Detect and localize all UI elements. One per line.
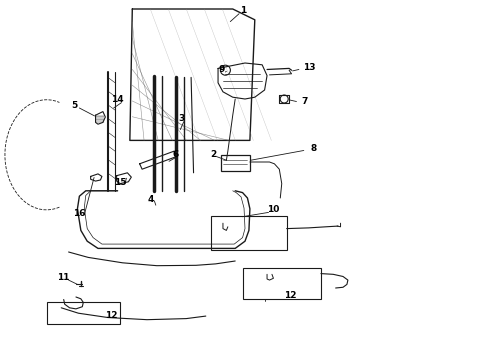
Text: 13: 13 [303,63,316,72]
Text: 6: 6 [172,150,178,158]
Text: 2: 2 [210,150,216,158]
Bar [220,155,250,171]
Text: 12: 12 [284,292,296,300]
Text: 9: 9 [218,65,225,74]
Bar [211,216,287,250]
Text: 11: 11 [57,274,70,282]
Bar [47,302,120,324]
Bar [243,268,321,299]
Text: 10: 10 [267,205,279,214]
Text: 4: 4 [147,194,154,204]
Text: 5: 5 [72,100,77,109]
Text: 15: 15 [114,178,126,187]
Text: 12: 12 [105,311,118,320]
Text: 14: 14 [111,95,124,104]
Text: 3: 3 [178,114,184,122]
Text: 1: 1 [241,5,246,14]
Text: 16: 16 [73,208,86,217]
Text: 8: 8 [311,144,317,153]
Text: 7: 7 [301,97,308,106]
